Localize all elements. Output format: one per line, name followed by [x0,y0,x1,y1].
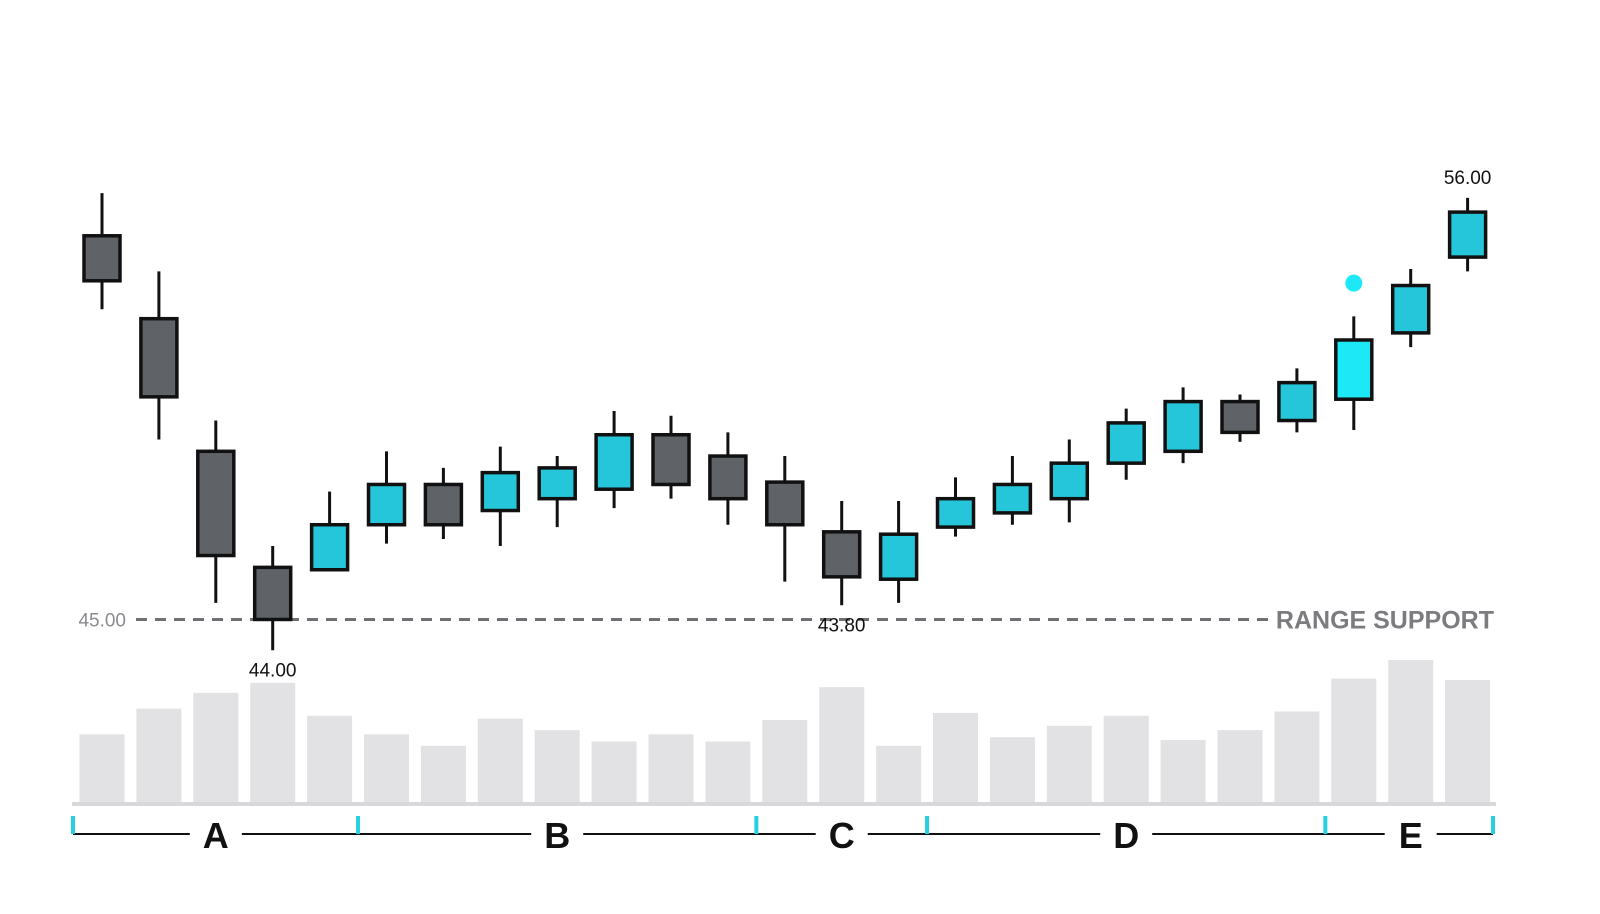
candle [1390,268,1431,348]
candle-body [82,234,122,283]
volume-bar [1274,711,1320,803]
volume-bar [876,745,922,803]
candle [878,501,919,603]
candle-body [765,480,805,527]
volume-bar [1331,678,1377,803]
candle [651,415,691,499]
candle [196,420,236,603]
candle-body [309,522,350,572]
volume-bar [1445,680,1491,803]
volume-bar [307,715,353,803]
volume-bar [136,708,182,803]
volume-bar [762,720,808,803]
volume-bar [591,741,637,803]
candle [935,477,976,537]
candle-body [651,432,691,487]
phase-axis: A B C D E [71,815,1495,856]
volume-bar [1217,730,1263,803]
volume-bar [477,718,523,803]
volume-bar [79,734,125,803]
candle-body [1390,283,1431,335]
candle-body [1220,399,1260,435]
candle [366,451,407,544]
support-value-label: 45.00 [78,610,126,631]
candle [1220,394,1260,442]
phase-label: A [203,815,229,856]
volume-bar [1388,660,1434,803]
price-annotations: 44.00 43.80 56.00 [249,168,1491,681]
candle [594,411,634,509]
phase-label: E [1399,815,1423,856]
price-annotation: 56.00 [1444,168,1492,189]
volume-bar [534,730,580,803]
candle-body [196,449,236,558]
candle-body [423,482,464,527]
support-line-group: 45.00 RANGE SUPPORT [78,606,1494,634]
candle [537,456,577,528]
volume-bar [648,734,694,803]
volume-bar [819,687,865,803]
candle-body [1106,421,1146,465]
candle-body [1049,461,1090,501]
highlight-dot [1345,274,1363,292]
candle-body [708,454,748,501]
candle-body [1447,210,1488,259]
candle [1106,408,1146,480]
phase-label: D [1113,815,1139,856]
candles [82,193,1488,651]
volume-bar [420,745,466,803]
volume-bar [989,737,1035,803]
candle [82,193,122,310]
volume-bar [364,734,409,803]
candle-body [537,466,577,501]
candle [480,446,521,547]
candle-body [139,316,179,399]
candle-body [878,532,919,581]
candle-body [1277,380,1317,423]
candle [821,501,862,606]
volume-bar [250,682,296,803]
candle [992,456,1033,525]
price-annotation: 44.00 [249,660,297,681]
candle-body [935,496,976,529]
candle [252,546,293,651]
candle-body [252,565,293,622]
candle-body [821,530,862,579]
phase-label: C [829,815,855,856]
candle [1447,197,1488,272]
phase-label: B [544,815,570,856]
candle [309,491,350,572]
volume-bar [193,692,239,803]
volume-bar [1103,715,1149,803]
volume-bar [933,712,978,803]
price-annotation: 43.80 [818,615,866,636]
candle [1277,368,1317,433]
candle-body [594,432,634,491]
candle [765,456,805,582]
volume-bar [1046,725,1092,803]
candle-body [366,482,407,527]
support-line-label: RANGE SUPPORT [1276,606,1494,634]
candle [1163,387,1203,464]
candle [423,467,464,539]
candle-body [1163,399,1203,454]
volume-bar [705,741,751,803]
candle [139,271,179,440]
candle [1049,439,1090,523]
volume-bar [1160,740,1206,803]
candle-body [480,470,521,513]
candle-body [992,482,1033,515]
volume-bars [72,660,1496,806]
candle [708,432,748,525]
highlight-dot [1345,364,1363,382]
